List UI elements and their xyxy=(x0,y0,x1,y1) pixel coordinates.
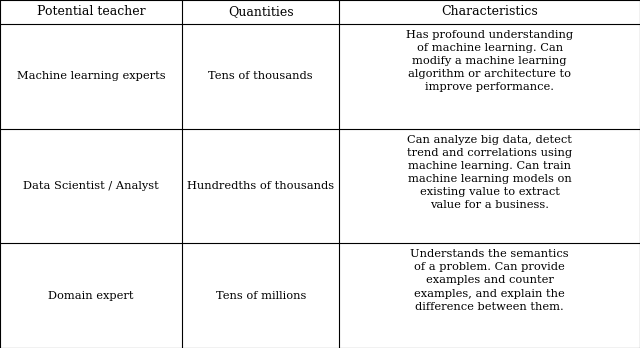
Text: Quantities: Quantities xyxy=(228,5,294,18)
Text: Machine learning experts: Machine learning experts xyxy=(17,71,166,81)
Text: Domain expert: Domain expert xyxy=(49,291,134,301)
Text: Hundredths of thousands: Hundredths of thousands xyxy=(188,181,334,191)
Text: Data Scientist / Analyst: Data Scientist / Analyst xyxy=(23,181,159,191)
Text: Tens of millions: Tens of millions xyxy=(216,291,306,301)
Text: Characteristics: Characteristics xyxy=(441,5,538,18)
Text: Potential teacher: Potential teacher xyxy=(37,5,145,18)
Text: Tens of thousands: Tens of thousands xyxy=(209,71,313,81)
Text: Can analyze big data, detect
trend and correlations using
machine learning. Can : Can analyze big data, detect trend and c… xyxy=(407,135,572,210)
Text: Has profound understanding
of machine learning. Can
modify a machine learning
al: Has profound understanding of machine le… xyxy=(406,30,573,92)
Text: Understands the semantics
of a problem. Can provide
examples and counter
example: Understands the semantics of a problem. … xyxy=(410,250,569,311)
